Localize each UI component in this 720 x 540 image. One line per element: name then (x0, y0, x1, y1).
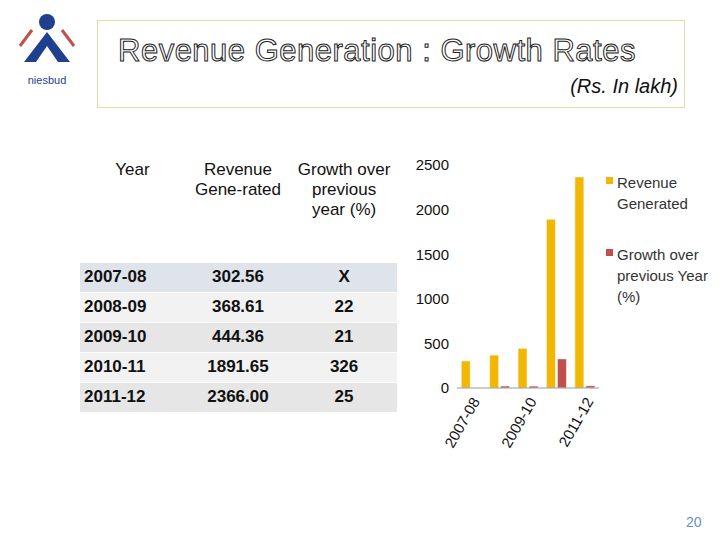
html-text:444.36: 444.36 (212, 327, 264, 346)
html-text:2011-12: 2011-12 (84, 387, 146, 407)
html-text:Year: Year (115, 160, 150, 179)
svg-text:2000: 2000 (416, 201, 449, 218)
html-text:2007-08: 2007-08 (84, 267, 147, 286)
html-text:2008-09: 2008-09 (84, 297, 147, 316)
html-text:Revenue Gene-rated: Revenue Gene-rated (195, 160, 281, 199)
html-text:302.56: 302.56 (212, 267, 264, 286)
html-text:25: 25 (334, 387, 354, 407)
svg-text:1000: 1000 (416, 290, 449, 307)
html-text:(Rs. In lakh): (Rs. In lakh) (570, 75, 678, 97)
html-text:368.61: 368.61 (212, 297, 264, 316)
svg-text:2500: 2500 (416, 156, 449, 173)
html-text:2366.00: 2366.00 (207, 387, 269, 407)
svg-text:2007-08: 2007-08 (441, 394, 483, 450)
html-text:2009-10: 2009-10 (84, 327, 147, 346)
html-text:326: 326 (329, 357, 359, 376)
svg-text:2011-12: 2011-12 (555, 394, 597, 449)
html-text:X: X (338, 267, 350, 286)
html-text:22: 22 (334, 297, 354, 316)
svg-text:500: 500 (424, 335, 449, 352)
svg-text:niesbud: niesbud (28, 74, 67, 86)
html-text:21: 21 (334, 327, 354, 346)
svg-text:2009-10: 2009-10 (498, 394, 540, 450)
html-text:Growth over previous Year (%): Growth over previous Year (%) (617, 246, 708, 305)
svg-text:1500: 1500 (416, 246, 449, 263)
svg-text:0: 0 (441, 379, 449, 396)
html-text:1891.65: 1891.65 (207, 357, 269, 376)
html-text:20: 20 (686, 514, 702, 530)
html-text:Revenue Generated: Revenue Generated (617, 174, 688, 212)
html-text:Revenue Generation : Growth Ra: Revenue Generation : Growth Rates (118, 33, 636, 68)
html-text:Growth over previous year (%): Growth over previous year (%) (297, 160, 391, 219)
html-text:2010-11: 2010-11 (84, 357, 146, 376)
